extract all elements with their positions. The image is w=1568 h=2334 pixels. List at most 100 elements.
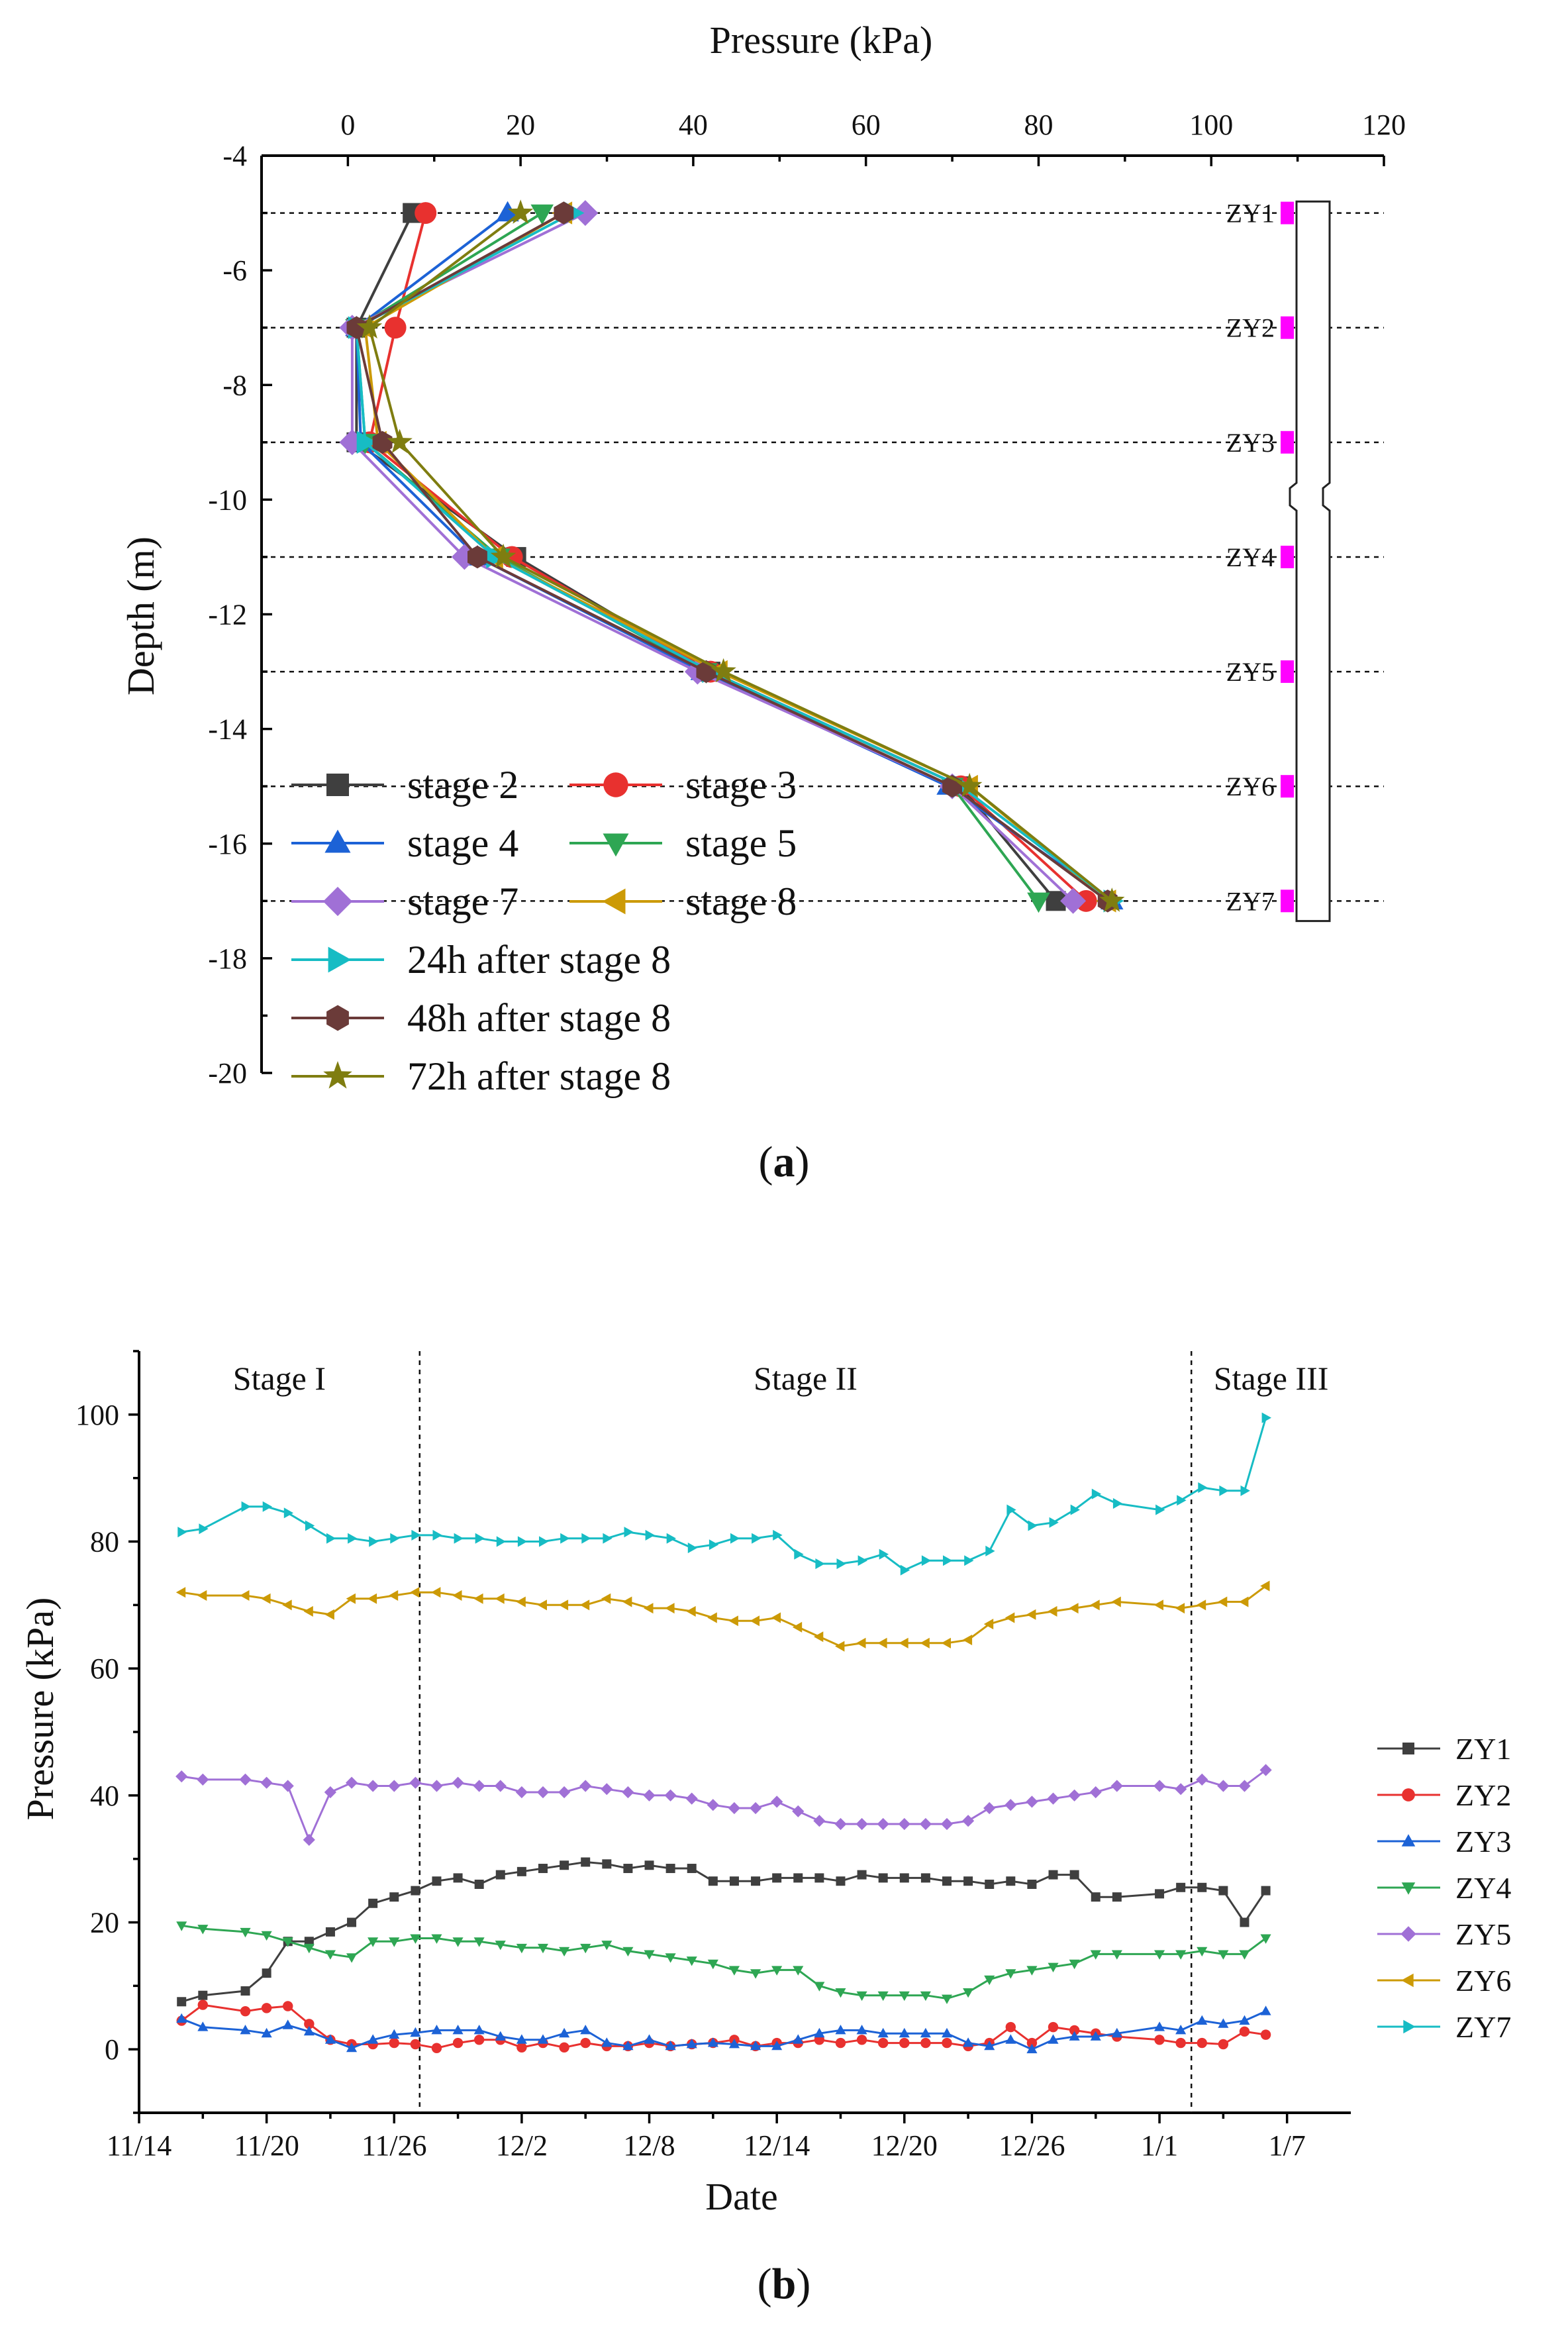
panel-a-sensor-marker (1281, 660, 1294, 684)
panel-b-data-point (877, 1991, 889, 2002)
panel-b-data-point (707, 1799, 719, 1811)
panel-a-axes: 0 20 40 60 80 100 120 -4 -6 -8 -10 -12 -14 -16 -18 -20 (208, 109, 1406, 1090)
panel-b-data-point (622, 2041, 634, 2051)
panel-b-data-point (815, 1558, 825, 1570)
panel-b-series-zy3 (176, 2005, 1271, 2054)
panel-b-data-point (899, 2027, 910, 2038)
panel-b-data-point (473, 1780, 485, 1792)
panel-b-data-point (239, 1773, 252, 1786)
panel-b-stage-label: Stage II (754, 1360, 858, 1397)
panel-a-legend-entry-24h-after-stage-8: 24h after stage 8 (291, 938, 671, 982)
panel-a-data-point (356, 431, 377, 454)
panel-b-data-point (473, 1937, 485, 1947)
panel-b-data-point (430, 1780, 443, 1792)
panel-b-data-point (1047, 1792, 1059, 1805)
panel-b-x-tick-label: 11/26 (362, 2129, 427, 2162)
panel-b-data-point (1175, 1950, 1187, 1960)
panel-b-data-point (1196, 1599, 1206, 1611)
panel-b-data-point (685, 1792, 698, 1805)
panel-b-caption: (b) (758, 2260, 811, 2308)
panel-b-data-point (324, 1786, 336, 1799)
panel-b-data-point (1175, 2025, 1187, 2035)
panel-b-data-point (856, 2035, 867, 2045)
panel-b-data-point (1004, 1612, 1015, 1623)
panel-b-series (175, 1412, 1272, 2054)
panel-b-x-tick-label: 12/14 (744, 2129, 810, 2162)
panel-a-data-point (372, 431, 393, 454)
panel-b-data-point (1260, 1580, 1270, 1592)
panel-b-data-point (367, 1780, 379, 1792)
panel-b-data-point (814, 1631, 824, 1643)
panel-b-data-point (282, 1599, 292, 1611)
panel-b-data-point (622, 1786, 634, 1799)
panel-b-data-point (771, 2041, 783, 2051)
panel-b-y-tick-label: 100 (75, 1399, 119, 1431)
panel-b-legend-marker (1401, 1973, 1414, 1988)
panel-b-data-point (792, 1805, 805, 1817)
panel-b-data-point (708, 1876, 718, 1886)
panel-b-data-point (1239, 2015, 1250, 2025)
panel-a-legend-label: stage 7 (407, 880, 518, 923)
panel-b-data-point (261, 1593, 271, 1604)
panel-a-legend-entry-stage-7: stage 7 (291, 880, 518, 923)
panel-a-data-point (1099, 888, 1125, 912)
panel-a-sensor-label: ZY1 (1226, 199, 1275, 228)
panel-b-data-point (1177, 1495, 1187, 1506)
panel-b-data-point (1175, 1603, 1185, 1614)
panel-b-series-zy7 (177, 1412, 1271, 1576)
panel-b-legend-label: ZY7 (1455, 2010, 1511, 2044)
panel-b-data-point (601, 1941, 612, 1951)
panel-b-data-point (346, 2042, 358, 2053)
panel-b-data-point (792, 1621, 803, 1633)
panel-b-data-point (1260, 2029, 1271, 2040)
panel-b-data-point (644, 2034, 655, 2044)
panel-a-x-tick-label: 20 (506, 109, 535, 141)
panel-a-depth-pressure-chart: Pressure (kPa) Depth (m) ZY1 ZY2 ZY3 ZY4 ZY5… (119, 19, 1406, 1098)
panel-b-data-point (920, 1991, 931, 2002)
panel-b-data-point (517, 1536, 528, 1547)
panel-b-data-point (1048, 1870, 1058, 1880)
panel-b-series-zy6 (175, 1580, 1270, 1652)
panel-b-data-point (1005, 2034, 1016, 2044)
panel-a-legend-entry-stage-4: stage 4 (291, 821, 518, 865)
panel-b-data-point (1027, 1880, 1037, 1889)
panel-b-data-point (347, 1917, 357, 1927)
panel-b-data-point (1089, 1786, 1102, 1799)
panel-a-legend-marker (326, 774, 349, 796)
panel-b-data-point (262, 1968, 271, 1978)
panel-b-data-point (473, 2025, 485, 2035)
panel-b-data-point (454, 1533, 464, 1544)
panel-b-data-point (1112, 1497, 1123, 1509)
panel-b-data-point (687, 1543, 698, 1554)
panel-b-data-point (559, 1947, 570, 1956)
panel-a-legend-marker (603, 772, 628, 797)
panel-b-data-point (772, 1873, 782, 1883)
panel-a-legend-label: stage 8 (685, 880, 797, 923)
panel-b-data-point (282, 1937, 293, 1947)
panel-b-y-tick-label: 80 (90, 1526, 119, 1558)
panel-b-data-point (538, 2034, 548, 2044)
panel-a-sensor-label: ZY7 (1226, 886, 1275, 916)
panel-a-y-tick-label: -4 (222, 140, 247, 172)
panel-b-x-tick-label: 12/26 (999, 2129, 1065, 2162)
panel-b-data-point (516, 1943, 527, 1954)
panel-b-data-point (410, 1934, 421, 1944)
panel-b-series-line (181, 1860, 1267, 2003)
panel-b-data-point (303, 1943, 315, 1954)
panel-b-data-point (516, 2034, 527, 2044)
panel-a-data-point (710, 658, 736, 683)
panel-b-data-point (1218, 1596, 1228, 1607)
panel-b-data-point (240, 1986, 250, 1996)
panel-a-y-tick-label: -16 (208, 828, 247, 860)
panel-b-data-point (1090, 1599, 1100, 1611)
panel-b-data-point (241, 1501, 251, 1512)
panel-b-data-point (1048, 2034, 1059, 2044)
panel-b-data-point (984, 2041, 995, 2051)
panel-a-data-point (384, 317, 407, 339)
panel-b-x-tick-label: 12/20 (871, 2129, 938, 2162)
panel-b-pressure-time-chart: Date Pressure (kPa) 0 20 40 60 80 100 11/14 11/… (19, 1350, 1511, 2218)
panel-b-data-point (496, 1536, 507, 1547)
panel-a-data-point (1027, 892, 1050, 913)
panel-b-legend-entry-zy4: ZY4 (1377, 1871, 1511, 1905)
